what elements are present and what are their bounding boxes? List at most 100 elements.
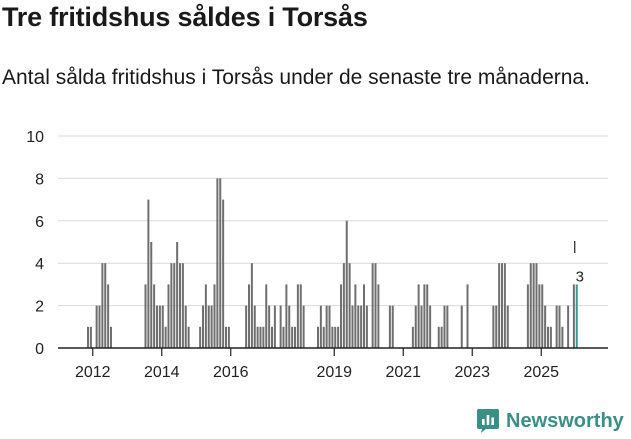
bar [460,305,463,348]
bar [331,326,334,348]
bar [299,284,302,348]
bar [374,263,377,348]
bar [325,305,328,348]
chart-title: Tre fritidshus såldes i Torsås [2,2,368,32]
bar [423,284,426,348]
bar [170,263,173,348]
bar [529,263,532,348]
x-tick-label: 2014 [144,364,180,381]
bars [87,178,578,348]
bar [256,326,259,348]
bar [107,284,110,348]
bar [322,326,325,348]
bar [153,284,156,348]
bar [328,305,331,348]
bar [156,305,158,348]
bar [248,284,250,348]
bar [348,263,351,348]
bar [555,305,558,348]
bar [164,326,167,348]
bar [101,263,104,348]
chart-subtitle: Antal sålda fritidshus i Torsås under de… [2,66,590,89]
x-tick-label: 2016 [213,364,249,381]
bar [443,305,446,348]
bar [302,305,305,348]
bar [282,326,285,348]
y-tick-label: 4 [35,256,44,273]
bar [417,284,420,348]
bar [262,326,265,348]
bar [549,326,552,348]
bar [365,305,368,348]
bar [357,305,360,348]
bar [288,305,291,348]
bar [429,305,432,348]
y-tick-label: 8 [35,171,44,188]
bar [207,305,210,348]
bar [147,199,150,348]
bar [532,263,535,348]
bar [181,263,184,348]
bar [173,263,176,348]
y-tick-label: 0 [35,341,44,358]
bar [544,305,547,348]
bar [495,305,498,348]
bar [144,284,147,348]
bar [319,305,322,348]
bar [253,305,256,348]
y-tick-label: 10 [26,129,44,146]
bar [95,305,98,348]
bar [210,305,213,348]
bar [377,284,380,348]
bar [265,284,268,348]
bar [317,326,319,348]
brand-logo: Newsworthy [476,408,624,434]
axes: 0 2 4 6 8 10 2012 2014 2016 2019 2021 2023 2025 [26,129,608,381]
x-tick-label: 2012 [75,364,111,381]
bar [466,284,469,348]
bar [98,305,101,348]
gridlines [58,135,608,307]
bar [245,305,248,348]
bar [273,305,276,348]
bar [446,305,449,348]
bar [354,284,357,348]
bar [184,305,187,348]
bar [371,263,374,348]
bar [158,305,161,348]
bar [202,305,204,348]
bar [167,284,170,348]
x-tick-label: 2019 [316,364,352,381]
bar [547,326,549,348]
bar [414,305,417,348]
bar [538,284,541,348]
bar-latest [575,284,578,348]
bar [535,263,538,348]
bar [279,305,282,348]
annotations: 3 [574,241,585,287]
bar [259,326,262,348]
bar [187,326,190,348]
bar [391,305,394,348]
x-tick-label: 2023 [454,364,490,381]
bar [572,284,575,348]
bar [437,326,440,348]
bar [541,284,544,348]
bar [219,178,222,348]
bar [492,305,495,348]
newsworthy-logo-icon [477,409,499,433]
bar [227,326,230,348]
bar [506,305,509,348]
bar [291,326,294,348]
bar [179,263,181,348]
bar [526,284,529,348]
bar [268,305,271,348]
bar [104,263,107,348]
bar [296,284,299,348]
bar [561,326,564,348]
y-tick-label: 2 [35,299,44,316]
bar [213,284,216,348]
bar [388,305,391,348]
bar [345,220,348,348]
x-tick-label: 2021 [385,364,421,381]
